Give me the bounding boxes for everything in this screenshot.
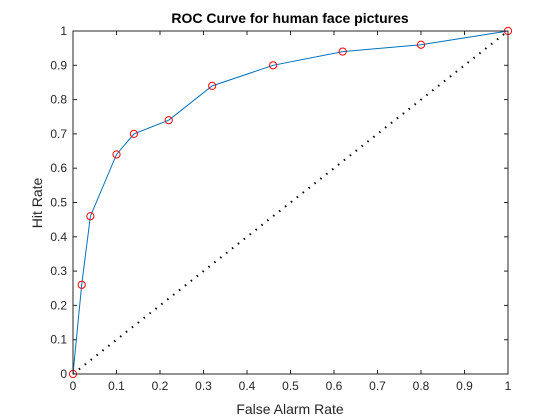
roc-data-point [77,280,86,289]
y-tick-label: 0.6 [50,161,67,175]
roc-curve-line [72,30,509,375]
x-tick-label: 0 [70,379,77,393]
x-tick-label: 0.3 [195,379,212,393]
roc-data-point [416,40,426,49]
y-tick-label: 0.7 [50,127,67,141]
x-tick-label: 1 [505,379,512,393]
x-axis-label: False Alarm Rate [236,401,344,417]
axes-box [72,30,509,375]
y-tick-label: 0.5 [50,196,67,210]
x-tick-label: 0.6 [326,379,343,393]
roc-data-point [129,129,138,138]
roc-data-point [338,47,347,56]
x-tick-label: 0.2 [152,379,169,393]
y-tick-label: 0.3 [50,264,67,278]
y-tick-label: 0.4 [50,230,67,244]
x-tick-label: 0.9 [456,379,473,393]
roc-data-point [86,212,95,221]
y-tick-label: 0.9 [50,58,67,72]
y-axis-label: Hit Rate [29,178,45,229]
roc-data-point [164,116,173,125]
chart-title: ROC Curve for human face pictures [171,10,408,26]
y-tick-label: 1 [60,24,67,38]
x-tick-label: 0.4 [239,379,256,393]
roc-data-point [112,150,121,159]
plot-area: 0 0.1 0.2 0.3 0.4 0.5 0.6 0.7 0.8 0.9 1 0 0.1 0.2 0.3 0… [50,24,513,393]
roc-data-point [208,81,217,90]
x-tick-label: 0.1 [108,379,125,393]
plot-background [73,31,508,374]
y-tick-label: 0.2 [50,298,67,312]
x-tick-label: 0.5 [282,379,299,393]
y-tick-label: 0 [60,367,67,381]
roc-data-point [269,61,278,70]
x-tick-label: 0.8 [413,379,430,393]
x-tick-label: 0.7 [369,379,386,393]
y-tick-label: 0.1 [50,333,67,347]
y-tick-label: 0.8 [50,93,67,107]
